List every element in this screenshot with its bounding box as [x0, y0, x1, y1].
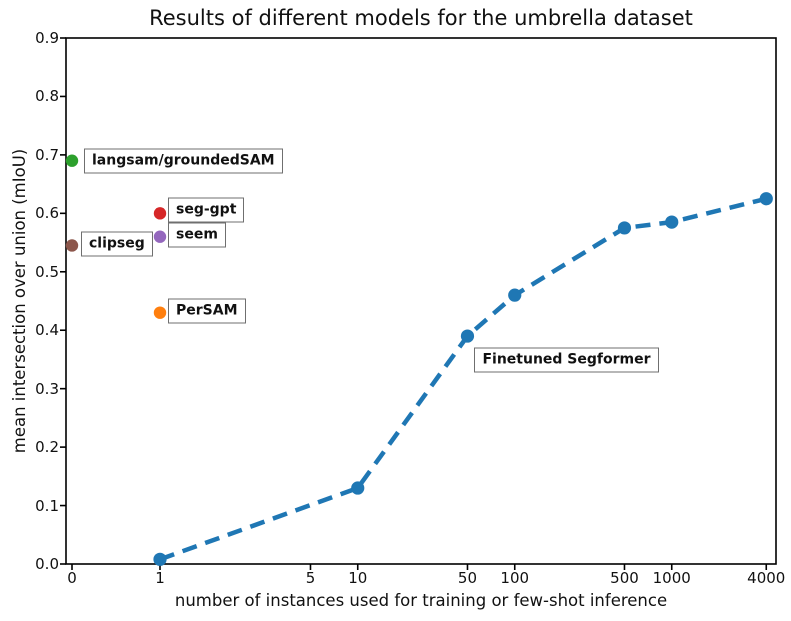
- line-finetuned-segformer: [159, 196, 767, 562]
- x-tick-label: 1: [155, 569, 165, 587]
- line-point-finetuned-segformer: [759, 192, 773, 206]
- y-tick-label: 0.1: [35, 496, 59, 515]
- scatter-point-persam: [153, 306, 167, 319]
- axes-spines: [65, 37, 777, 565]
- annotation-label-finetuned-segformer: Finetuned Segformer: [474, 347, 659, 373]
- scatter-point-seg-gpt: [153, 207, 167, 220]
- y-tick-label: 0.5: [35, 262, 59, 281]
- y-tick-label: 0.4: [35, 321, 59, 340]
- x-tick-label: 0: [67, 569, 77, 587]
- y-tick-label: 0.6: [35, 204, 59, 223]
- line-point-finetuned-segformer: [153, 552, 167, 566]
- y-tick-label: 0.0: [35, 555, 59, 573]
- x-axis-label: number of instances used for training or…: [174, 591, 668, 610]
- x-tick-label: 50: [457, 569, 478, 587]
- x-tick-label: 4000: [747, 569, 786, 587]
- axis-ticks: [60, 37, 768, 570]
- scatter-point-clipseg: [65, 239, 79, 252]
- annotation-label-seg-gpt: seg-gpt: [168, 197, 245, 223]
- annotation-label-persam: PerSAM: [168, 298, 246, 324]
- x-tick-label: 10: [348, 569, 368, 587]
- y-tick-label: 0.7: [35, 145, 59, 164]
- y-tick-label: 0.2: [35, 438, 59, 457]
- y-tick-label: 0.8: [35, 87, 59, 106]
- scatter-point-seem: [153, 230, 167, 243]
- y-tick-label: 0.9: [35, 29, 59, 47]
- chart-title: Results of different models for the umbr…: [149, 6, 693, 30]
- annotation-label-clipseg: clipseg: [81, 231, 153, 257]
- annotation-label-seem: seem: [168, 222, 226, 248]
- line-point-finetuned-segformer: [351, 481, 365, 495]
- y-tick-label: 0.3: [35, 379, 59, 398]
- line-point-finetuned-segformer: [508, 288, 522, 302]
- line-point-finetuned-segformer: [460, 329, 475, 343]
- scatter-point-langsam-groundedsam: [65, 154, 79, 167]
- line-point-finetuned-segformer: [617, 221, 632, 235]
- annotation-label-langsam-groundedsam: langsam/groundedSAM: [84, 148, 283, 174]
- x-tick-label: 100: [500, 569, 530, 587]
- x-tick-label: 500: [610, 569, 639, 587]
- data-series: [65, 154, 773, 566]
- x-tick-label: 1000: [652, 569, 691, 587]
- line-point-finetuned-segformer: [665, 215, 679, 229]
- x-tick-label: 5: [305, 569, 316, 587]
